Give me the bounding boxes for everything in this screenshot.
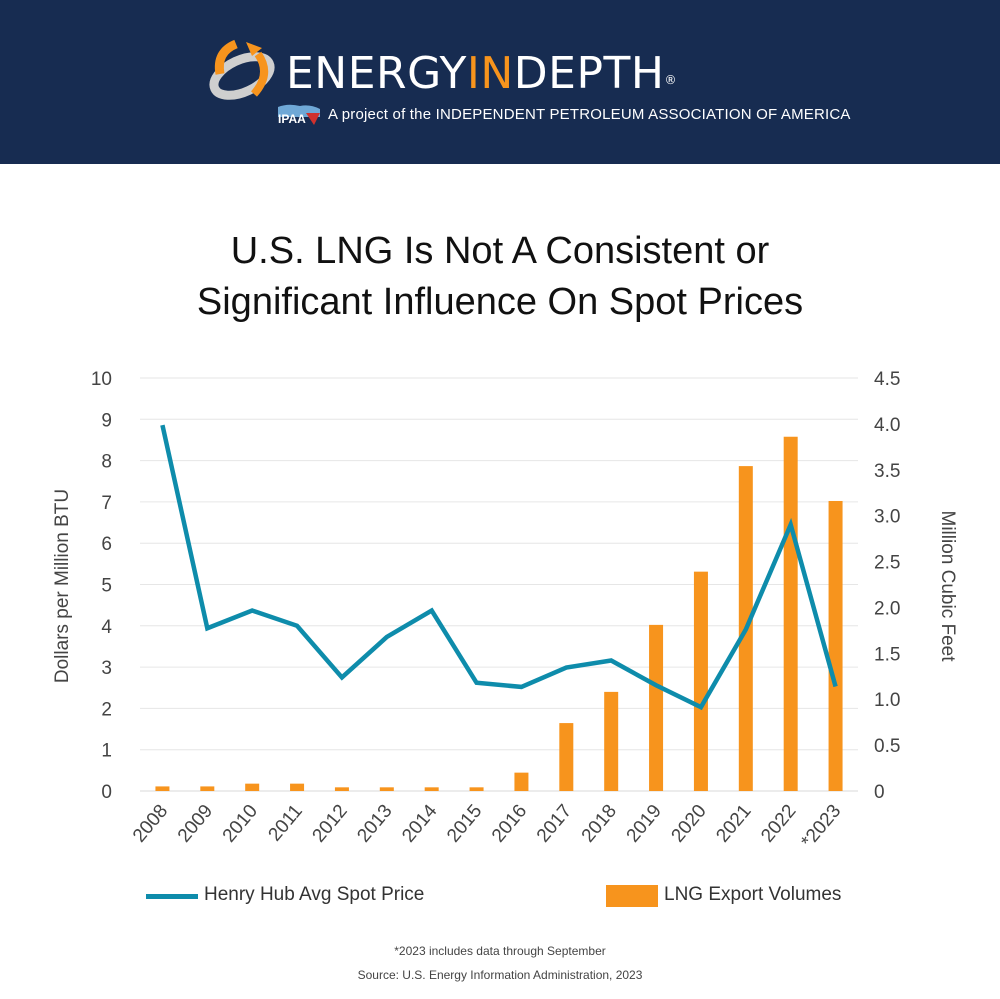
tagline: A project of the INDEPENDENT PETROLEUM A… (328, 106, 851, 123)
y-left-tick-label: 0 (101, 782, 112, 803)
henry-hub-line (160, 424, 838, 711)
legend-henry-hub: Henry Hub Avg Spot Price (204, 884, 425, 905)
x-tick-label: 2014 (398, 800, 442, 846)
bar-series-lng-export (155, 436, 843, 791)
y-right-tick-label: 4.5 (874, 369, 900, 390)
y-left-tick-label: 2 (101, 699, 112, 720)
y-left-tick-label: 4 (101, 617, 112, 638)
y-right-tick-label: 3.0 (874, 507, 900, 528)
brand-highlight: IN (466, 48, 514, 99)
y-left-tick-label: 3 (101, 658, 112, 679)
bar-2011 (290, 783, 305, 791)
bar-2013 (379, 787, 394, 791)
gridlines (140, 377, 858, 792)
y-right-tick-label: 4.0 (874, 415, 900, 436)
bar-2023 (828, 500, 843, 791)
bar-2009 (200, 786, 215, 791)
x-tick-label: 2008 (129, 801, 172, 847)
x-tick-label: *2023 (797, 801, 845, 853)
bar-2017 (559, 723, 574, 791)
bar-2019 (649, 624, 664, 791)
bar-2016 (514, 772, 529, 791)
x-tick-label: 2020 (668, 801, 711, 847)
x-tick-label: 2015 (443, 801, 486, 847)
x-tick-label: 2019 (623, 801, 666, 847)
y-axis-right-label: Million Cubic Feet (937, 511, 958, 663)
x-axis-ticks: 2008 2009 2010 2011 2012 2013 2014 2015 2016 2017… (129, 800, 845, 852)
bar-2018 (604, 691, 619, 791)
y-right-tick-label: 2.0 (874, 598, 900, 619)
bar-2014 (424, 787, 439, 791)
ipaa-logo-icon: IPAA (278, 104, 320, 126)
y-right-tick-label: 3.5 (874, 461, 900, 482)
bar-2020 (693, 571, 708, 791)
source-note: Source: U.S. Energy Information Administ… (357, 968, 643, 982)
y-axis-right-ticks: 0 0.5 1.0 1.5 2.0 2.5 3.0 3.5 4.0 4.5 (874, 369, 900, 803)
bar-2012 (334, 787, 349, 791)
y-right-tick-label: 0.5 (874, 736, 900, 757)
y-axis-left-ticks: 0 1 2 3 4 5 6 7 8 9 10 (91, 369, 113, 803)
footnote: *2023 includes data through September (394, 944, 606, 958)
registered-mark: ® (664, 73, 677, 87)
y-right-tick-label: 2.5 (874, 553, 900, 574)
brand-suffix: DEPTH (513, 48, 665, 99)
x-tick-label: 2021 (712, 801, 755, 847)
y-left-tick-label: 8 (101, 452, 112, 473)
energy-in-depth-logo-icon (209, 39, 275, 100)
x-tick-label: 2011 (265, 801, 307, 846)
brand-wordmark: ENERGYINDEPTH® (286, 46, 677, 102)
x-tick-label: 2009 (174, 801, 217, 847)
ipaa-label: IPAA (278, 112, 306, 126)
x-tick-label: 2016 (488, 801, 531, 847)
x-tick-label: 2022 (757, 801, 800, 847)
brand-prefix: ENERGY (286, 48, 467, 99)
y-right-tick-label: 1.0 (874, 690, 900, 711)
combo-chart: 0 1 2 3 4 5 6 7 8 9 10 0 0.5 1.0 1.5 2.0 2.5 3.0 3.5 4.0 4.… (52, 369, 958, 852)
x-tick-label: 2018 (578, 801, 621, 847)
chart-title-line-1: U.S. LNG Is Not A Consistent or (230, 230, 770, 272)
y-left-tick-label: 5 (101, 576, 112, 597)
y-left-tick-label: 10 (91, 369, 112, 390)
x-tick-label: 2012 (309, 801, 352, 847)
legend-bar-swatch (606, 885, 658, 907)
bar-2010 (245, 783, 260, 791)
y-axis-left-label: Dollars per Million BTU (52, 489, 73, 683)
header-banner: ENERGYINDEPTH® IPAA A project of the IND… (0, 0, 1000, 164)
y-left-tick-label: 7 (101, 493, 112, 514)
y-left-tick-label: 6 (101, 534, 112, 555)
y-right-tick-label: 0 (874, 782, 885, 803)
y-left-tick-label: 9 (101, 410, 112, 431)
bar-2008 (155, 786, 170, 791)
legend-line-swatch (146, 894, 198, 899)
y-right-tick-label: 1.5 (874, 644, 900, 665)
x-tick-label: 2010 (219, 801, 262, 847)
x-tick-label: 2013 (353, 801, 396, 847)
chart-title: U.S. LNG Is Not A Consistent or Signific… (0, 226, 1000, 328)
bar-2015 (469, 787, 484, 791)
bar-2022 (783, 436, 798, 791)
chart-title-line-2: Significant Influence On Spot Prices (196, 281, 804, 323)
y-left-tick-label: 1 (101, 741, 112, 762)
line-series-henry-hub (160, 424, 838, 711)
legend-lng-export: LNG Export Volumes (664, 884, 842, 905)
x-tick-label: 2017 (533, 801, 576, 847)
